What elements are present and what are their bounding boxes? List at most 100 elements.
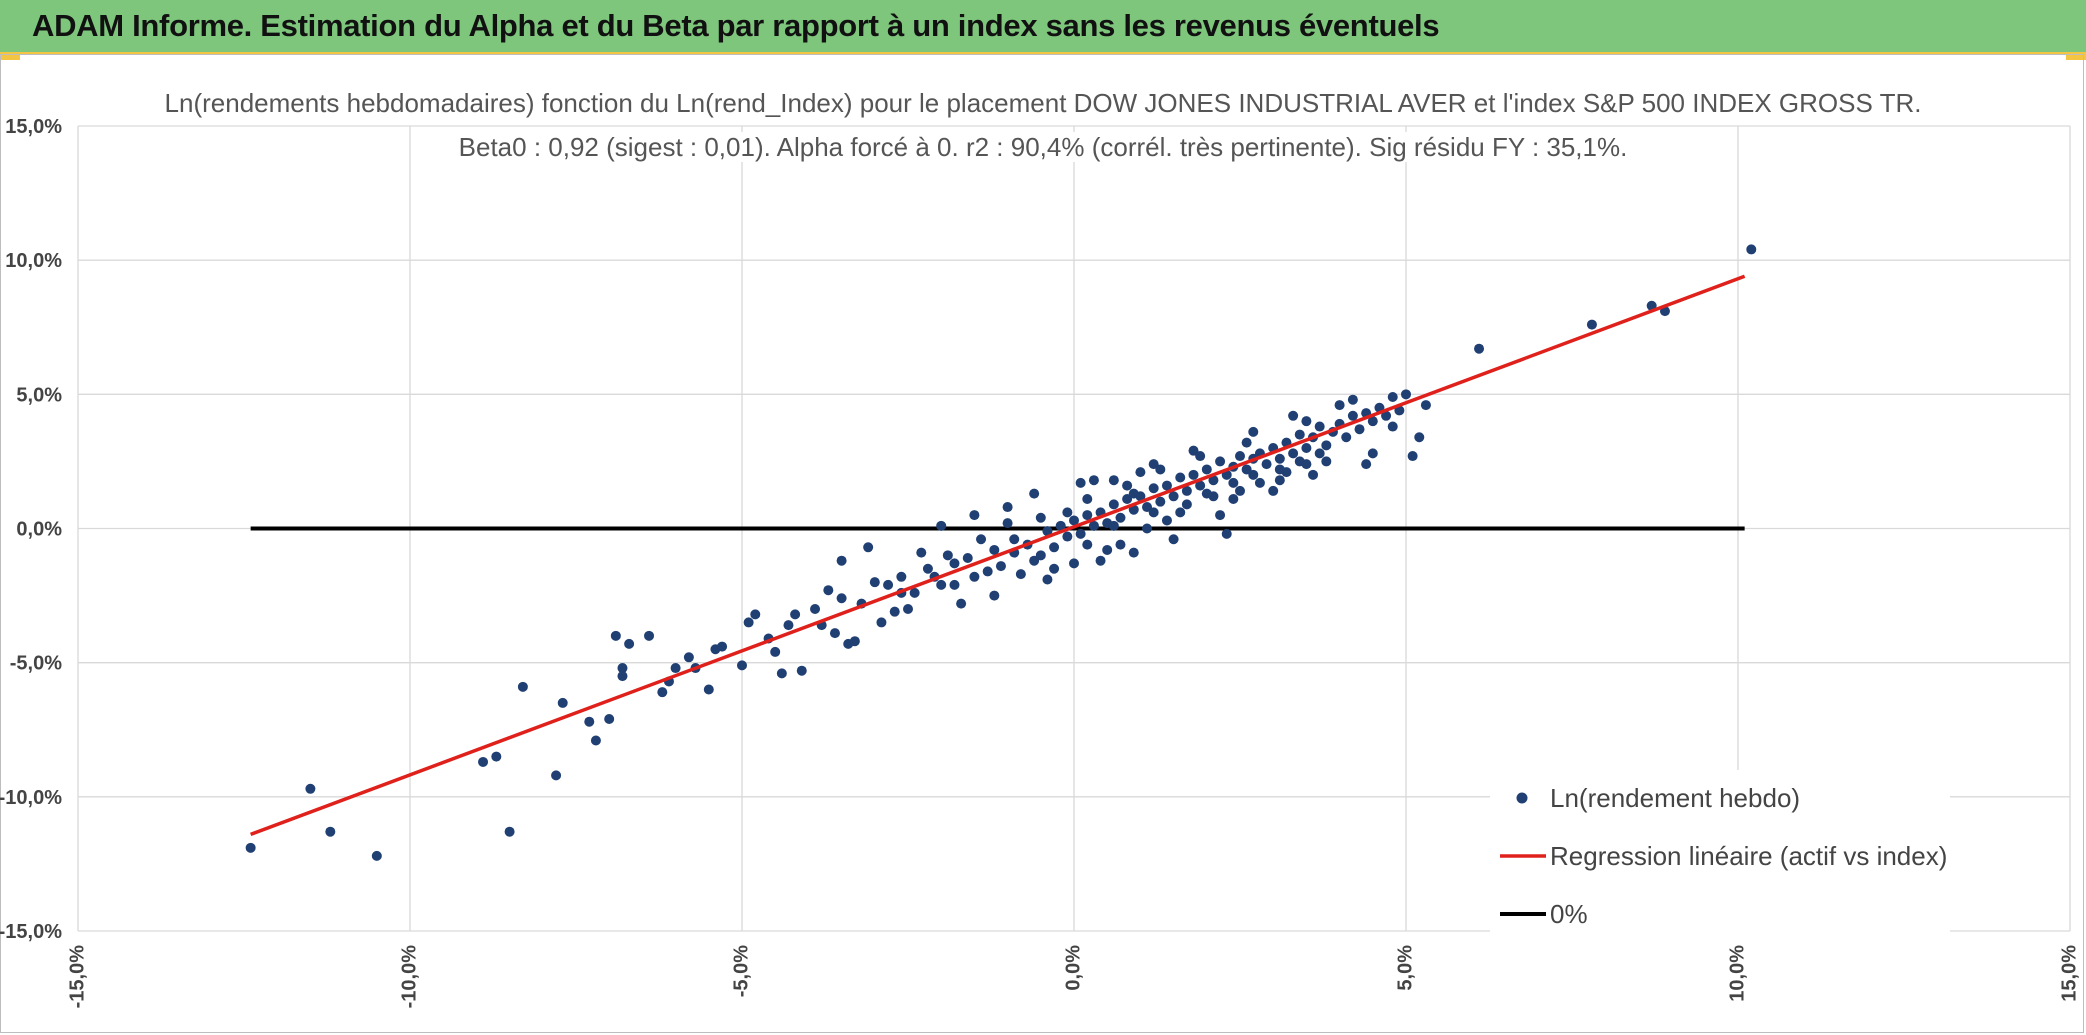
legend-marker-scatter bbox=[1516, 792, 1528, 804]
data-point bbox=[1029, 488, 1040, 499]
y-tick-label: 10,0% bbox=[5, 250, 62, 272]
y-tick-label: 5,0% bbox=[16, 384, 62, 406]
data-point bbox=[1367, 416, 1378, 427]
data-point bbox=[617, 663, 628, 674]
data-point bbox=[896, 571, 907, 582]
data-point bbox=[584, 716, 595, 727]
data-point bbox=[949, 579, 960, 590]
report-title: ADAM Informe. Estimation du Alpha et du … bbox=[32, 8, 1440, 43]
data-point bbox=[1235, 485, 1245, 496]
data-point bbox=[1274, 453, 1285, 464]
x-tick-label: 5,0% bbox=[1394, 945, 1416, 991]
data-point bbox=[1195, 480, 1206, 491]
x-tick-label: -5,0% bbox=[730, 945, 752, 997]
data-point bbox=[1029, 555, 1040, 566]
data-point bbox=[969, 510, 980, 521]
data-point bbox=[956, 598, 967, 609]
data-point bbox=[1035, 512, 1046, 523]
data-point bbox=[1381, 410, 1392, 421]
data-point bbox=[610, 630, 621, 641]
y-tick-label: -5,0% bbox=[10, 653, 62, 675]
data-point bbox=[1301, 459, 1312, 470]
data-point bbox=[750, 609, 761, 620]
data-point bbox=[836, 555, 847, 566]
data-point bbox=[1069, 558, 1079, 569]
data-point bbox=[823, 585, 834, 596]
data-point bbox=[1261, 459, 1272, 470]
data-point bbox=[1161, 515, 1172, 526]
data-point bbox=[1420, 400, 1431, 411]
data-point bbox=[657, 687, 668, 698]
data-point bbox=[876, 617, 887, 628]
data-point bbox=[783, 620, 794, 631]
data-point bbox=[491, 751, 502, 762]
chart-subtitle-text: Beta0 : 0,92 (sigest : 0,01). Alpha forc… bbox=[452, 132, 1634, 162]
data-point bbox=[1347, 394, 1358, 405]
data-point bbox=[1746, 244, 1757, 255]
data-point bbox=[1314, 448, 1325, 459]
data-point bbox=[1115, 512, 1126, 523]
data-point bbox=[1201, 464, 1212, 475]
data-point bbox=[883, 579, 894, 590]
data-point bbox=[909, 587, 920, 598]
x-tick-label: 15,0% bbox=[2058, 945, 2080, 1002]
data-point bbox=[1401, 389, 1411, 400]
data-point bbox=[936, 579, 947, 590]
data-point bbox=[1035, 550, 1046, 561]
data-point bbox=[1407, 451, 1418, 462]
data-point bbox=[869, 577, 880, 588]
data-point bbox=[989, 544, 1000, 555]
data-point bbox=[1221, 528, 1232, 539]
data-point bbox=[1108, 499, 1119, 510]
data-point bbox=[1367, 448, 1378, 459]
data-point bbox=[1069, 515, 1079, 526]
data-point bbox=[1228, 493, 1239, 504]
data-point bbox=[1354, 424, 1365, 435]
data-point bbox=[1082, 493, 1093, 504]
data-point bbox=[1321, 440, 1332, 451]
data-point bbox=[949, 558, 960, 569]
data-point bbox=[1241, 464, 1252, 475]
data-point bbox=[829, 628, 840, 639]
data-point bbox=[1115, 539, 1126, 550]
data-point bbox=[1241, 437, 1252, 448]
data-point bbox=[1387, 392, 1398, 403]
data-point bbox=[770, 646, 781, 657]
data-point bbox=[995, 561, 1006, 572]
y-tick-label: -10,0% bbox=[0, 787, 62, 809]
data-point bbox=[1062, 531, 1073, 542]
data-point bbox=[604, 714, 615, 725]
corner-marker-left bbox=[0, 52, 20, 60]
data-point bbox=[517, 681, 528, 692]
data-point bbox=[1274, 475, 1285, 486]
data-point bbox=[796, 665, 807, 676]
data-point bbox=[1128, 488, 1139, 499]
data-point bbox=[982, 566, 993, 577]
data-point bbox=[1181, 499, 1192, 510]
data-point bbox=[1055, 520, 1066, 531]
data-point bbox=[962, 553, 973, 564]
data-point bbox=[863, 542, 874, 553]
data-point bbox=[1122, 480, 1133, 491]
data-point bbox=[1168, 534, 1179, 545]
data-point bbox=[1015, 569, 1026, 580]
data-point bbox=[1148, 507, 1159, 518]
data-point bbox=[1586, 319, 1597, 330]
data-point bbox=[1175, 472, 1186, 483]
chart-title: Ln(rendements hebdomadaires) fonction du… bbox=[0, 88, 2086, 119]
data-point bbox=[737, 660, 747, 671]
data-point bbox=[1049, 542, 1060, 553]
data-point bbox=[1248, 469, 1259, 480]
x-tick-label: -10,0% bbox=[398, 945, 420, 1009]
data-point bbox=[1215, 510, 1226, 521]
data-point bbox=[1155, 496, 1166, 507]
chart-title-text: Ln(rendements hebdomadaires) fonction du… bbox=[158, 88, 1928, 118]
data-point bbox=[1075, 477, 1086, 488]
x-tick-label: -15,0% bbox=[66, 945, 88, 1009]
data-point bbox=[590, 735, 601, 746]
data-point bbox=[703, 684, 714, 695]
data-point bbox=[1108, 475, 1119, 486]
data-point bbox=[1308, 469, 1319, 480]
data-point bbox=[810, 604, 821, 614]
data-point bbox=[1361, 459, 1372, 470]
